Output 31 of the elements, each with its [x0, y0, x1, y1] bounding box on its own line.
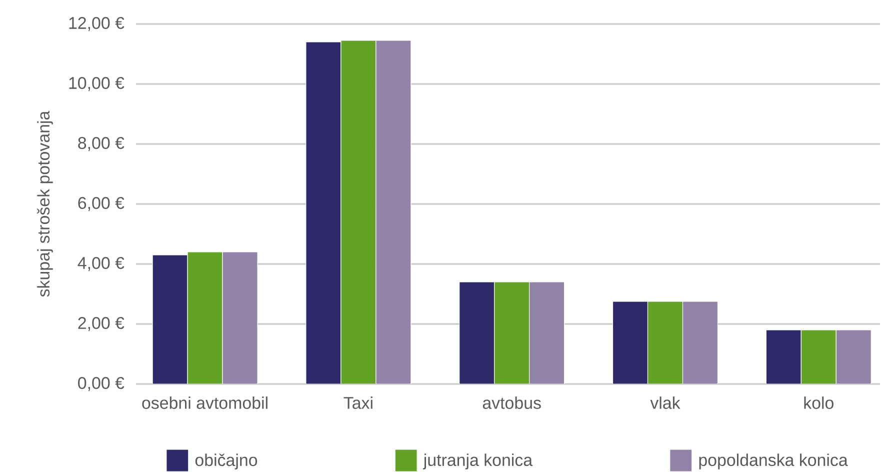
x-tick-label: vlak	[650, 396, 680, 409]
bar	[647, 301, 684, 384]
bar	[836, 330, 872, 384]
y-tick-label: 8,00 €	[78, 137, 124, 151]
bar	[800, 330, 836, 384]
y-tick-label: 12,00 €	[69, 16, 124, 31]
bar	[494, 282, 530, 384]
legend-label: jutranja konica	[422, 454, 533, 470]
y-axis-title: skupaj strošek potovanja	[37, 110, 53, 297]
bar	[306, 42, 342, 384]
y-tick-label: 6,00 €	[78, 197, 124, 211]
y-tick-label: 10,00 €	[69, 77, 124, 91]
legend-label: običajno	[195, 454, 258, 470]
bar	[529, 282, 564, 384]
bar	[222, 252, 258, 384]
bar	[187, 252, 223, 384]
bar	[340, 40, 376, 384]
bar	[152, 254, 188, 384]
bar	[682, 301, 718, 384]
x-tick-label: osebni avtomobil	[142, 396, 268, 409]
x-tick-label: kolo	[804, 396, 834, 409]
x-tick-label: avtobus	[482, 396, 541, 409]
x-tick-label: Taxi	[344, 396, 372, 409]
y-tick-label: 2,00 €	[78, 317, 124, 331]
bar	[459, 282, 494, 384]
bar	[612, 301, 648, 384]
y-tick-label: 0,00 €	[78, 377, 124, 391]
bar	[376, 40, 412, 384]
legend-label: popoldanska konica	[699, 454, 848, 470]
bar	[766, 330, 802, 384]
y-tick-label: 4,00 €	[78, 257, 124, 271]
